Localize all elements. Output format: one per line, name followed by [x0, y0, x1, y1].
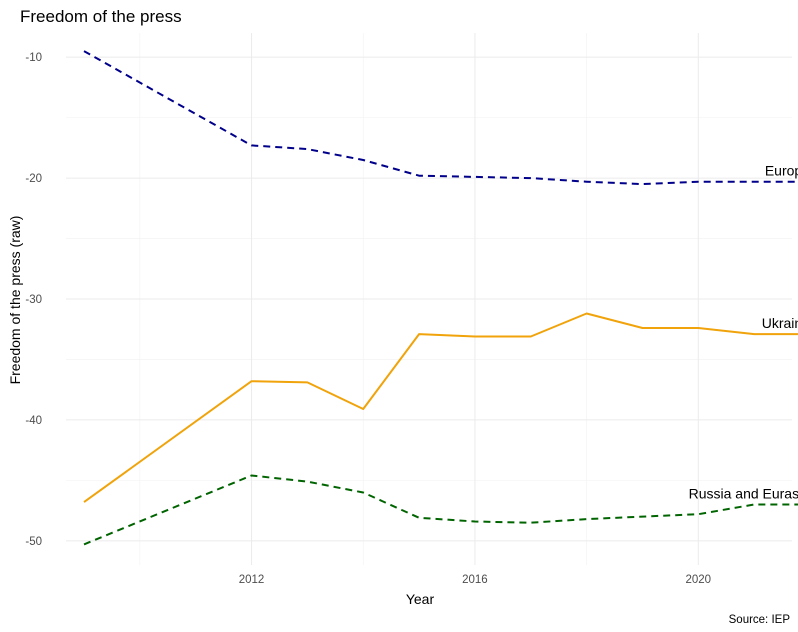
- x-axis-ticks: 2012 2016 2020: [239, 574, 711, 586]
- series-line-europe: [83, 50, 798, 186]
- x-axis-title: Year: [406, 591, 435, 607]
- series-line-ukraine: [83, 312, 798, 503]
- series-label: Russia and Eurasia: [689, 486, 798, 502]
- y-axis-title: Freedom of the press (raw): [7, 216, 23, 385]
- y-tick-label: -50: [25, 536, 42, 548]
- y-tick-label: -30: [25, 294, 42, 306]
- y-tick-label: -20: [25, 173, 42, 185]
- series-label: Ukraine: [762, 315, 798, 331]
- y-tick-label: -10: [25, 52, 42, 64]
- grid: [66, 33, 792, 565]
- x-tick-label: 2012: [239, 574, 265, 586]
- series-label: Europe: [765, 163, 798, 179]
- x-tick-label: 2020: [686, 574, 712, 586]
- series-lines: [83, 50, 798, 546]
- source-caption: Source: IEP: [729, 614, 791, 626]
- chart-title: Freedom of the press: [20, 7, 182, 26]
- series-labels: Europe Ukraine Russia and Eurasia: [689, 163, 798, 502]
- x-tick-label: 2016: [462, 574, 488, 586]
- y-tick-label: -40: [25, 415, 42, 427]
- y-axis-ticks: -50 -40 -30 -20 -10: [25, 52, 42, 548]
